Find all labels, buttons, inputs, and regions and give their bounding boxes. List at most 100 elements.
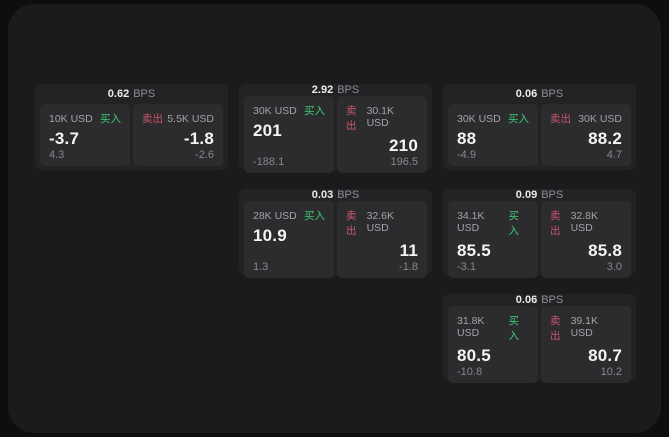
quote-card: 0.06 BPS 30K USD 买入 88 -4.9 卖出 30K USD 8… <box>443 84 636 170</box>
buy-panel-top: 34.1K USD 买入 <box>457 208 529 238</box>
buy-sub-value: -188.1 <box>253 156 285 168</box>
buy-side-label: 买入 <box>304 105 325 117</box>
quote-card: 0.06 BPS 31.8K USD 买入 80.5 -10.8 卖出 39.1… <box>443 294 636 383</box>
sell-panel[interactable]: 卖出 32.8K USD 85.8 3.0 <box>541 201 631 278</box>
card-body: 10K USD 买入 -3.7 4.3 卖出 5.5K USD -1.8 -2.… <box>40 104 223 166</box>
bps-value: 0.62 <box>107 88 130 100</box>
sell-notional: 32.6K USD <box>366 210 395 234</box>
card-body: 28K USD 买入 10.9 1.3 卖出 32.6K USD 11 -1.8 <box>244 201 427 278</box>
sell-panel-top: 卖出 30K USD <box>550 111 622 126</box>
card-header: 0.09 BPS <box>448 189 631 201</box>
sell-sub-value: 4.7 <box>606 149 622 161</box>
buy-notional: 30K USD <box>457 113 501 125</box>
buy-panel-top: 30K USD 买入 <box>457 111 529 126</box>
quote-card: 0.09 BPS 34.1K USD 买入 85.5 -3.1 卖出 32.8K… <box>443 189 636 278</box>
buy-sub-value: 1.3 <box>253 261 269 273</box>
sell-price: 210 <box>389 136 418 155</box>
bps-unit-label: BPS <box>133 88 156 100</box>
card-body: 34.1K USD 买入 85.5 -3.1 卖出 32.8K USD 85.8… <box>448 201 631 278</box>
sell-price: 80.7 <box>588 346 622 365</box>
sell-side-label: 卖出 <box>550 210 561 237</box>
bps-value: 0.09 <box>515 189 538 201</box>
buy-panel[interactable]: 28K USD 买入 10.9 1.3 <box>244 201 334 278</box>
sell-sub-value: 196.5 <box>390 156 418 168</box>
bps-unit-label: BPS <box>337 84 360 96</box>
buy-notional: 30K USD <box>253 105 297 117</box>
buy-sub-value: -10.8 <box>457 366 483 378</box>
buy-panel[interactable]: 31.8K USD 买入 80.5 -10.8 <box>448 306 538 383</box>
buy-side-label: 买入 <box>508 315 519 342</box>
buy-panel[interactable]: 34.1K USD 买入 85.5 -3.1 <box>448 201 538 278</box>
quote-cards-grid: 0.62 BPS 10K USD 买入 -3.7 4.3 卖出 5.5K USD… <box>35 84 636 383</box>
sell-panel[interactable]: 卖出 32.6K USD 11 -1.8 <box>337 201 427 278</box>
sell-notional: 32.8K USD <box>570 210 599 234</box>
bps-value: 0.06 <box>515 294 538 306</box>
buy-panel-top: 28K USD 买入 <box>253 208 325 223</box>
card-header: 0.62 BPS <box>40 84 223 104</box>
sell-price: -1.8 <box>183 129 214 148</box>
bps-value: 0.03 <box>311 189 334 201</box>
sell-notional: 5.5K USD <box>167 113 214 125</box>
sell-notional: 30K USD <box>578 113 622 125</box>
quote-card: 2.92 BPS 30K USD 买入 201 -188.1 卖出 30.1K … <box>239 84 432 173</box>
buy-side-label: 买入 <box>508 210 519 237</box>
sell-price: 11 <box>399 241 418 260</box>
bps-unit-label: BPS <box>541 294 564 306</box>
sell-panel-top: 卖出 30.1K USD <box>346 103 418 133</box>
card-header: 0.06 BPS <box>448 294 631 306</box>
buy-price: -3.7 <box>49 129 80 148</box>
buy-sub-value: -3.1 <box>457 261 476 273</box>
buy-sub-value: 4.3 <box>49 149 65 161</box>
card-body: 30K USD 买入 201 -188.1 卖出 30.1K USD 210 1… <box>244 96 427 173</box>
buy-side-label: 买入 <box>100 113 121 125</box>
sell-panel-top: 卖出 32.8K USD <box>550 208 622 238</box>
sell-panel-top: 卖出 32.6K USD <box>346 208 418 238</box>
sell-price: 88.2 <box>588 129 622 148</box>
buy-price: 88 <box>457 129 477 148</box>
sell-sub-value: -1.8 <box>399 261 418 273</box>
sell-side-label: 卖出 <box>346 210 357 237</box>
buy-side-label: 买入 <box>304 210 325 222</box>
buy-panel[interactable]: 30K USD 买入 88 -4.9 <box>448 104 538 166</box>
sell-panel[interactable]: 卖出 39.1K USD 80.7 10.2 <box>541 306 631 383</box>
bps-unit-label: BPS <box>541 88 564 100</box>
sell-notional: 30.1K USD <box>366 105 395 129</box>
card-body: 31.8K USD 买入 80.5 -10.8 卖出 39.1K USD 80.… <box>448 306 631 383</box>
buy-side-label: 买入 <box>508 113 529 125</box>
buy-notional: 34.1K USD <box>457 210 485 234</box>
buy-panel-top: 31.8K USD 买入 <box>457 313 529 343</box>
sell-panel-top: 卖出 39.1K USD <box>550 313 622 343</box>
buy-panel[interactable]: 30K USD 买入 201 -188.1 <box>244 96 334 173</box>
quote-card: 0.62 BPS 10K USD 买入 -3.7 4.3 卖出 5.5K USD… <box>35 84 228 170</box>
sell-side-label: 卖出 <box>346 105 357 132</box>
sell-sub-value: 3.0 <box>606 261 622 273</box>
card-body: 30K USD 买入 88 -4.9 卖出 30K USD 88.2 4.7 <box>448 104 631 166</box>
sell-side-label: 卖出 <box>550 113 571 125</box>
buy-notional: 31.8K USD <box>457 315 485 339</box>
buy-panel-top: 10K USD 买入 <box>49 111 121 126</box>
bps-value: 2.92 <box>311 84 334 96</box>
buy-price: 201 <box>253 121 282 140</box>
sell-panel-top: 卖出 5.5K USD <box>142 111 214 126</box>
sell-sub-value: 10.2 <box>600 366 622 378</box>
card-header: 0.06 BPS <box>448 84 631 104</box>
sell-panel[interactable]: 卖出 30.1K USD 210 196.5 <box>337 96 427 173</box>
buy-price: 80.5 <box>457 346 491 365</box>
sell-side-label: 卖出 <box>550 315 561 342</box>
sell-sub-value: -2.6 <box>195 149 214 161</box>
sell-price: 85.8 <box>588 241 622 260</box>
sell-side-label: 卖出 <box>142 113 163 125</box>
buy-panel[interactable]: 10K USD 买入 -3.7 4.3 <box>40 104 130 166</box>
sell-panel[interactable]: 卖出 30K USD 88.2 4.7 <box>541 104 631 166</box>
buy-notional: 10K USD <box>49 113 93 125</box>
buy-price: 10.9 <box>253 226 287 245</box>
card-header: 2.92 BPS <box>244 84 427 96</box>
buy-sub-value: -4.9 <box>457 149 476 161</box>
buy-price: 85.5 <box>457 241 491 260</box>
sell-panel[interactable]: 卖出 5.5K USD -1.8 -2.6 <box>133 104 223 166</box>
buy-notional: 28K USD <box>253 210 297 222</box>
bps-unit-label: BPS <box>337 189 360 201</box>
bps-value: 0.06 <box>515 88 538 100</box>
buy-panel-top: 30K USD 买入 <box>253 103 325 118</box>
quote-card: 0.03 BPS 28K USD 买入 10.9 1.3 卖出 32.6K US… <box>239 189 432 278</box>
